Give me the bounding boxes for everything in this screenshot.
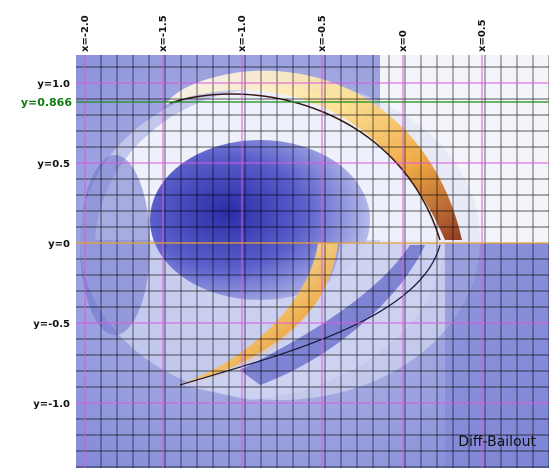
y-label-2: y=0.5 <box>37 159 70 170</box>
lower-dark-wave <box>240 245 425 385</box>
x-label-2: x=-1.5 <box>158 15 169 52</box>
magenta-guides <box>76 55 549 468</box>
x-label-3: x=-1.0 <box>237 15 248 52</box>
y-label-3: y=0 <box>48 239 70 250</box>
caption: Diff-Bailout <box>458 434 536 450</box>
speckled-region <box>80 155 150 335</box>
y-label-1: y=1.0 <box>37 79 70 90</box>
y-label-4: y=-0.5 <box>33 319 70 330</box>
x-label-5: x=0 <box>398 30 409 52</box>
lower-right-region <box>445 243 549 468</box>
grid <box>76 55 549 468</box>
x-label-1: x=-2.0 <box>80 15 91 52</box>
y-axis-labels: y=1.0 y=0.5 y=0 y=-0.5 y=-1.0 y=0.866 <box>21 79 73 410</box>
x-label-6: x=0.5 <box>477 19 488 52</box>
x-label-4: x=-0.5 <box>317 15 328 52</box>
highlight-label: y=0.866 <box>21 96 73 109</box>
lower-edge <box>179 244 441 386</box>
x-axis-labels: x=-2.0 x=-1.5 x=-1.0 x=-0.5 x=0 x=0.5 <box>80 15 488 52</box>
upper-edge <box>169 93 441 241</box>
y-label-5: y=-1.0 <box>33 399 70 410</box>
